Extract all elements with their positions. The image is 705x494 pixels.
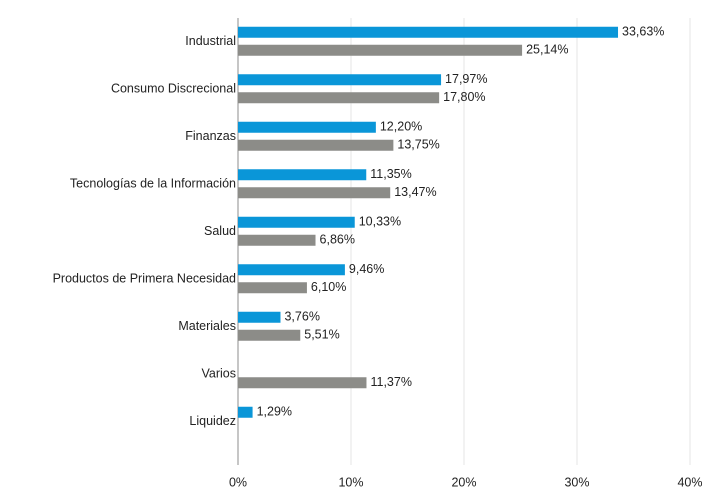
bar xyxy=(238,264,345,276)
x-tick-label: 40% xyxy=(677,475,702,489)
value-label: 11,37% xyxy=(370,375,411,389)
bar xyxy=(238,406,253,418)
value-label: 12,20% xyxy=(380,120,422,134)
category-label: Salud xyxy=(204,224,236,238)
bar xyxy=(238,377,367,389)
value-label: 9,46% xyxy=(349,262,384,276)
value-label: 13,47% xyxy=(394,185,436,199)
value-label: 10,33% xyxy=(359,215,401,229)
category-label: Productos de Primera Necesidad xyxy=(53,272,236,286)
bar xyxy=(238,92,440,104)
category-label: Finanzas xyxy=(185,129,236,143)
bar xyxy=(238,187,391,199)
value-label: 17,97% xyxy=(445,72,487,86)
bar xyxy=(238,311,281,323)
x-tick-label: 20% xyxy=(451,475,476,489)
bar xyxy=(238,121,376,133)
x-tick-label: 30% xyxy=(564,475,589,489)
bar xyxy=(238,216,355,228)
bar xyxy=(238,26,619,38)
category-label: Varios xyxy=(201,367,236,381)
bar xyxy=(238,74,442,86)
bar xyxy=(238,139,394,151)
bar xyxy=(238,329,301,341)
category-label: Tecnologías de la Información xyxy=(70,177,236,191)
bar xyxy=(238,169,367,181)
bar xyxy=(238,282,307,294)
bar xyxy=(238,234,316,246)
category-label: Materiales xyxy=(178,319,236,333)
value-label: 6,10% xyxy=(311,280,346,294)
value-label: 3,76% xyxy=(284,310,319,324)
value-label: 1,29% xyxy=(257,405,292,419)
category-label: Consumo Discrecional xyxy=(111,82,236,96)
category-label: Industrial xyxy=(185,34,236,48)
value-label: 25,14% xyxy=(526,43,568,57)
value-label: 17,80% xyxy=(443,90,485,104)
value-label: 11,35% xyxy=(370,167,411,181)
x-tick-label: 0% xyxy=(229,475,247,489)
value-label: 5,51% xyxy=(304,328,339,342)
value-label: 33,63% xyxy=(622,25,664,39)
value-label: 6,86% xyxy=(320,233,355,247)
bar xyxy=(238,44,523,56)
x-tick-label: 10% xyxy=(338,475,363,489)
category-label: Liquidez xyxy=(189,414,236,428)
value-label: 13,75% xyxy=(397,138,439,152)
